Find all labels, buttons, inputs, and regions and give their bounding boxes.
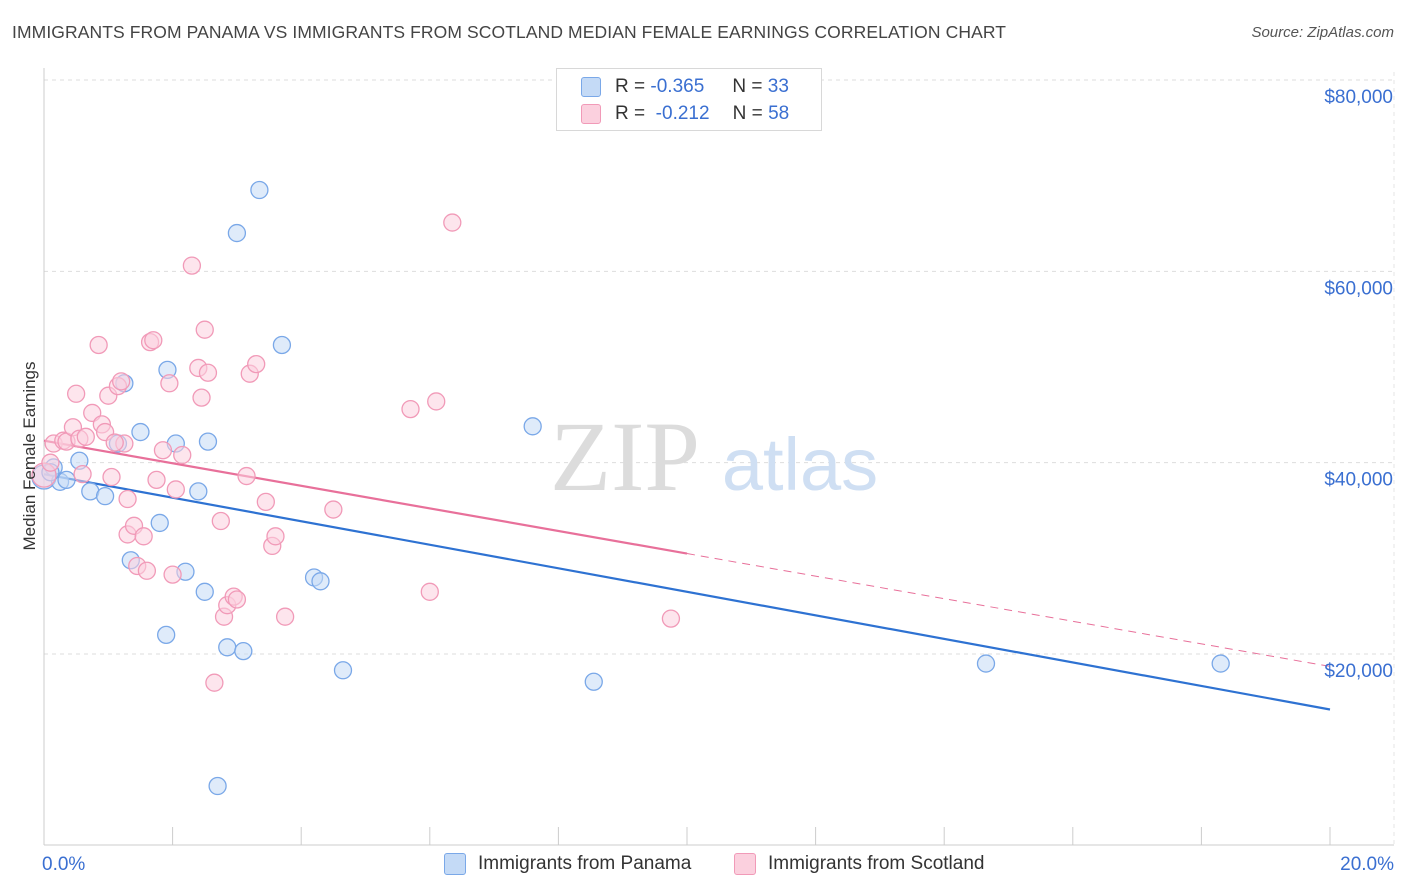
chart-title: IMMIGRANTS FROM PANAMA VS IMMIGRANTS FRO…	[12, 22, 1007, 42]
trend-line-scotland	[43, 439, 688, 555]
bottom-legend-swatch-panama	[444, 853, 466, 875]
data-point	[67, 384, 86, 403]
data-point	[102, 467, 121, 487]
data-point	[443, 213, 462, 232]
data-point	[163, 565, 182, 584]
data-point	[401, 399, 420, 419]
correlation-legend: R = -0.365 N = 33 R = -0.212 N = 58	[556, 68, 822, 131]
data-point	[420, 582, 439, 601]
data-point	[137, 561, 157, 580]
legend-n-value: 58	[768, 103, 790, 124]
data-point	[198, 363, 218, 382]
data-point	[95, 486, 115, 506]
data-point	[272, 335, 292, 355]
bottom-legend-panama: Immigrants from Panama	[444, 852, 691, 876]
bottom-legend-label-panama: Immigrants from Panama	[478, 853, 692, 874]
data-point	[247, 354, 266, 374]
data-point	[105, 433, 124, 452]
axes	[43, 68, 1394, 846]
data-point	[250, 180, 269, 200]
data-point	[150, 513, 169, 533]
x-tick-label-min: 0.0%	[42, 854, 85, 875]
watermark-zip: ZIP	[550, 401, 700, 512]
data-point	[153, 441, 173, 460]
y-tick-label: $80,000	[1324, 87, 1393, 108]
data-point	[218, 638, 237, 657]
legend-r-value: -0.212	[655, 103, 710, 124]
data-point	[227, 223, 247, 243]
data-point	[523, 417, 542, 436]
x-tick-label-max: 20.0%	[1340, 854, 1394, 875]
data-point	[324, 500, 343, 519]
legend-swatch-panama	[581, 77, 601, 97]
data-point	[256, 492, 275, 512]
y-tick-label: $20,000	[1324, 661, 1393, 682]
data-point	[173, 445, 192, 465]
legend-r-value: -0.365	[650, 76, 705, 97]
bottom-legend-swatch-scotland	[734, 853, 756, 875]
bottom-legend-scotland: Immigrants from Scotland	[734, 852, 984, 876]
data-point	[147, 470, 166, 490]
trend-line-extension-scotland	[686, 553, 1331, 667]
bottom-legend-label-scotland: Immigrants from Scotland	[768, 853, 985, 874]
series-scotland	[31, 213, 681, 692]
data-point	[333, 661, 353, 680]
legend-r-label: R =	[615, 103, 646, 124]
watermark-atlas: atlas	[722, 423, 878, 506]
data-point	[192, 388, 211, 407]
trend-line-panama	[43, 473, 1331, 711]
data-point	[234, 641, 253, 661]
data-point	[198, 432, 218, 451]
data-point	[131, 422, 150, 442]
legend-swatch-scotland	[581, 104, 601, 124]
source-label: Source: ZipAtlas.com	[1251, 24, 1394, 41]
legend-n-label: N =	[732, 76, 763, 97]
axis-labels: $20,000 $40,000 $60,000 $80,000 0.0% 20.0% Med…	[20, 87, 1394, 875]
legend-r-label: R =	[615, 76, 646, 97]
data-point	[311, 572, 330, 591]
data-point	[661, 609, 681, 628]
legend-n-value: 33	[767, 76, 789, 97]
data-point	[76, 427, 95, 446]
data-point	[195, 320, 214, 339]
data-points	[31, 180, 1230, 796]
data-point	[275, 607, 295, 626]
data-point	[195, 582, 214, 601]
watermark: ZIP atlas	[550, 401, 878, 512]
data-point	[976, 654, 996, 673]
trend-lines	[43, 439, 1331, 711]
data-point	[1211, 654, 1230, 673]
data-point	[208, 776, 227, 796]
legend-row-panama: R = -0.365 N = 33	[581, 75, 789, 99]
y-tick-label: $40,000	[1324, 470, 1393, 491]
data-point	[134, 527, 153, 546]
data-point	[157, 625, 176, 645]
data-point	[73, 464, 92, 484]
data-point	[118, 489, 137, 509]
grid-lines	[44, 72, 1395, 845]
legend-n-label: N =	[732, 103, 763, 124]
data-point	[166, 480, 185, 499]
data-point	[160, 374, 179, 393]
data-point	[189, 482, 208, 501]
data-point	[144, 331, 163, 350]
data-point	[237, 466, 256, 486]
data-point	[112, 372, 131, 391]
data-point	[227, 590, 247, 609]
data-point	[57, 470, 76, 490]
y-axis-title: Median Female Earnings	[20, 362, 39, 551]
data-point	[266, 527, 285, 546]
data-point	[41, 453, 60, 472]
y-tick-label: $60,000	[1324, 278, 1393, 299]
data-point	[89, 335, 108, 355]
data-point	[205, 673, 224, 692]
legend-row-scotland: R = -0.212 N = 58	[581, 102, 789, 126]
data-point	[211, 511, 230, 531]
data-point	[182, 256, 202, 275]
data-point	[584, 672, 603, 691]
data-point	[427, 392, 446, 411]
